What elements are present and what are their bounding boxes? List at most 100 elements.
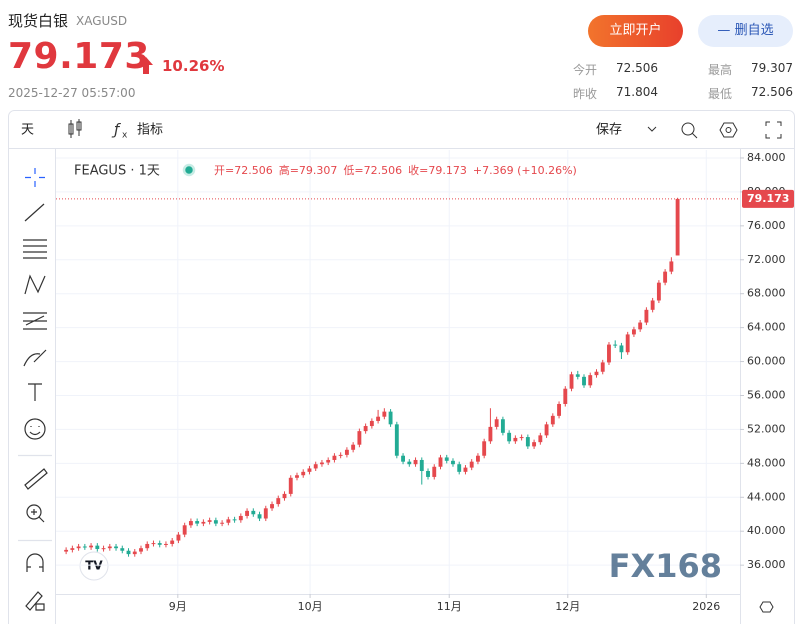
candle-body xyxy=(582,376,586,386)
candle-body xyxy=(376,416,381,421)
y-tick-label: 64.000 xyxy=(747,321,786,334)
save-button[interactable]: 保存 xyxy=(596,123,622,138)
candle-body xyxy=(500,419,505,433)
y-tick-label: 48.000 xyxy=(747,456,786,469)
axis-settings-button[interactable] xyxy=(759,601,774,613)
remove-watchlist-button[interactable]: — 删自选 xyxy=(698,15,793,47)
watermark: FX168 xyxy=(609,547,722,585)
candle-body xyxy=(245,510,250,516)
candle-body xyxy=(313,464,318,469)
candle-body xyxy=(101,548,106,550)
indicators-button[interactable]: 指标 xyxy=(137,123,163,138)
candle-body xyxy=(188,521,193,526)
open-account-button[interactable]: 立即开户 xyxy=(588,15,683,47)
candle-body xyxy=(482,441,487,456)
candle-body xyxy=(320,462,324,465)
candle-body xyxy=(625,334,630,353)
ohlc-legend: +7.369 (+10.26%) xyxy=(473,164,577,177)
candle-body xyxy=(675,198,680,256)
brush-tool[interactable] xyxy=(23,349,47,367)
candle-body xyxy=(126,550,131,555)
symbol-label: FEAGUS · 1天 xyxy=(74,164,160,179)
candle-body xyxy=(70,548,75,550)
candle-body xyxy=(438,457,443,467)
symbol: XAGUSD xyxy=(76,14,128,28)
quick-search-button[interactable] xyxy=(681,122,698,139)
text-tool[interactable] xyxy=(28,383,42,401)
candle-body xyxy=(407,461,412,465)
candle-body xyxy=(444,457,449,461)
candle-body xyxy=(638,322,643,330)
fx-icon-x: x xyxy=(122,131,128,141)
fib-tool[interactable] xyxy=(23,239,47,259)
lock-tool[interactable] xyxy=(25,591,45,611)
pattern-tool[interactable] xyxy=(24,274,46,295)
up-arrow xyxy=(139,57,153,74)
save-dropdown[interactable] xyxy=(647,126,657,132)
interval-button[interactable]: 天 xyxy=(21,123,34,138)
emoji-face xyxy=(29,426,41,436)
stat-value: 71.804 xyxy=(616,85,658,99)
candle-body xyxy=(613,344,618,346)
candle-body xyxy=(544,424,549,436)
y-tick-label: 76.000 xyxy=(747,219,786,232)
zoom-tool[interactable] xyxy=(26,504,42,520)
candle-body xyxy=(351,444,356,450)
candle-body xyxy=(419,459,424,471)
candle-body xyxy=(89,545,94,548)
candle-body xyxy=(307,468,312,472)
y-tick-label: 40.000 xyxy=(747,524,786,537)
candle-body xyxy=(476,455,480,462)
candle-body xyxy=(301,471,306,476)
candle-body xyxy=(207,520,212,522)
last-price-label: 79.173 xyxy=(747,192,789,205)
candle-body xyxy=(238,515,243,521)
stat-label: 最低 xyxy=(708,87,733,101)
ruler-tool[interactable] xyxy=(24,468,48,490)
candle-body xyxy=(656,282,661,301)
candle-body xyxy=(132,551,137,555)
x-tick-label: 9月 xyxy=(169,600,187,613)
candle-body xyxy=(151,543,156,545)
crosshair-tool[interactable] xyxy=(25,168,45,187)
magnet-tool[interactable] xyxy=(26,553,44,572)
candle-body xyxy=(600,362,605,372)
candle-body xyxy=(588,375,593,386)
candle-body xyxy=(344,449,349,455)
candle-body xyxy=(263,508,268,519)
candle-body xyxy=(394,424,399,456)
x-tick-label: 2026 xyxy=(692,600,720,613)
candle-body xyxy=(494,419,499,427)
candle-body xyxy=(532,442,537,447)
candle-body xyxy=(282,493,287,499)
candle-body xyxy=(288,477,293,494)
zoom-tool-plus xyxy=(31,509,45,523)
y-tick-label: 56.000 xyxy=(747,388,786,401)
stat-value: 72.506 xyxy=(616,61,658,75)
trendline-tool[interactable] xyxy=(24,203,45,222)
ohlc-legend: 收=79.173 xyxy=(408,163,467,177)
y-tick-label: 44.000 xyxy=(747,490,786,503)
settings-button[interactable] xyxy=(719,122,738,138)
candle-body xyxy=(401,455,405,462)
candle-body xyxy=(550,415,555,425)
projection-tool[interactable] xyxy=(23,312,47,330)
minus-icon: — xyxy=(717,23,735,38)
candle-body xyxy=(120,548,125,551)
candle-body xyxy=(525,437,530,447)
candle-body xyxy=(332,455,337,460)
timestamp: 2025-12-27 05:57:00 xyxy=(8,86,136,100)
candle-body xyxy=(519,437,524,439)
stat-label: 今开 xyxy=(573,63,598,77)
candle-type-button[interactable] xyxy=(68,119,82,138)
fullscreen-button[interactable] xyxy=(765,121,782,139)
candle-body xyxy=(388,411,393,425)
candle-body xyxy=(607,344,611,363)
tradingview-logo: TV xyxy=(79,551,109,581)
emoji-tool[interactable] xyxy=(24,418,46,440)
candle-body xyxy=(107,546,112,549)
candle-body xyxy=(363,426,368,432)
ohlc-legend: 开=72.506 xyxy=(214,164,273,177)
stat-value: 79.307 xyxy=(751,61,793,75)
